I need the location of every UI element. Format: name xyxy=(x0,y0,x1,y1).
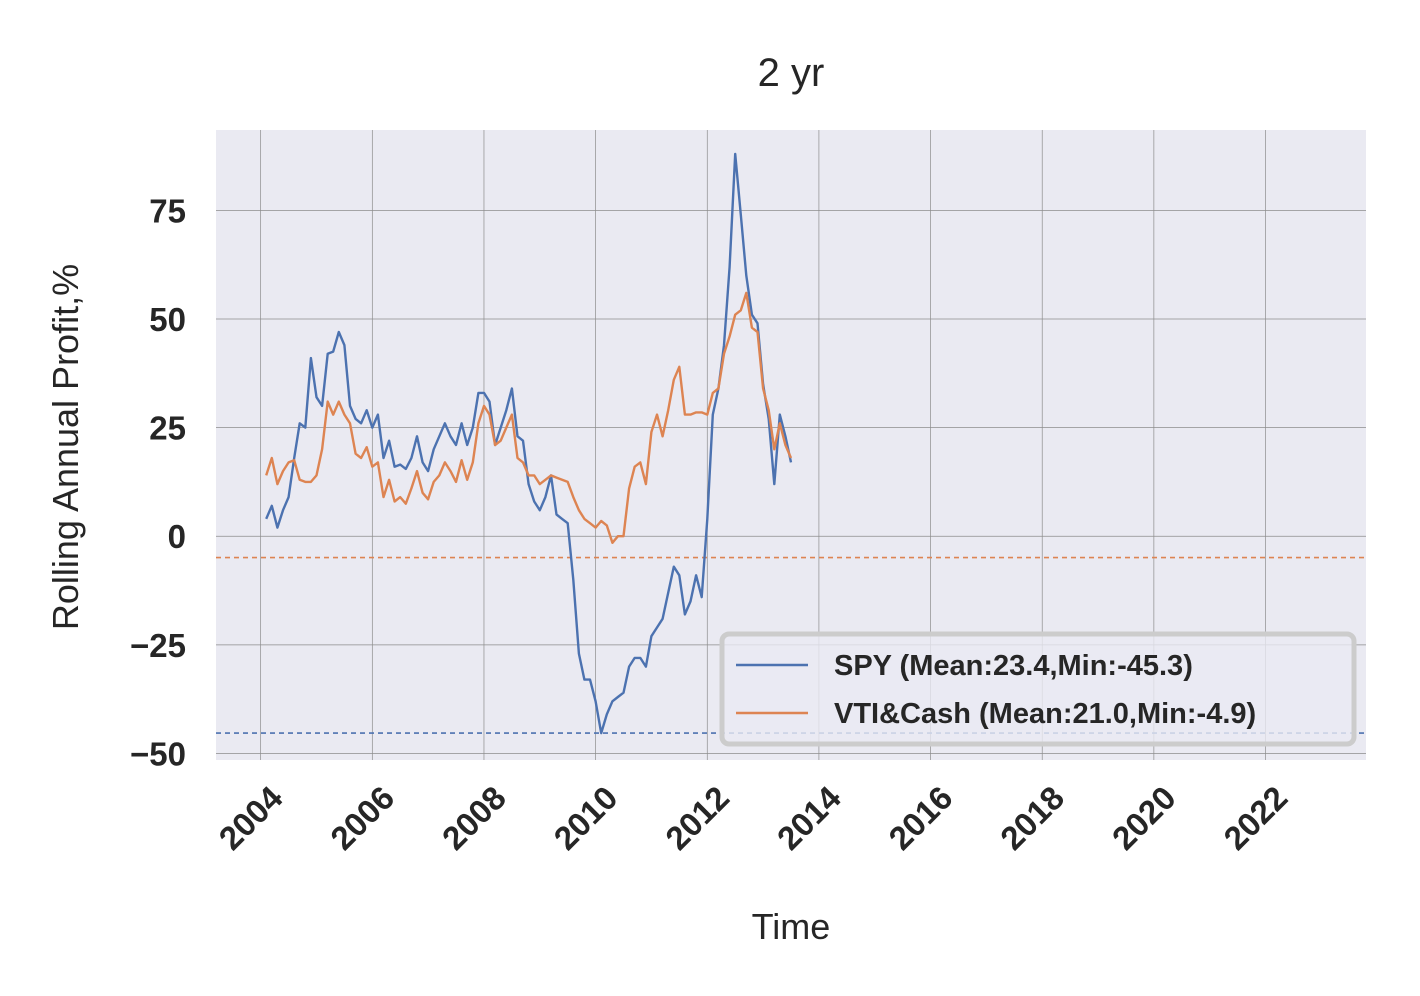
series-line-0 xyxy=(265,152,793,735)
legend: SPY (Mean:23.4,Min:-45.3) VTI&Cash (Mean… xyxy=(719,631,1357,747)
y-tick-label: 25 xyxy=(149,410,186,447)
x-tick-label: 2012 xyxy=(658,779,736,857)
x-tick-label: 2014 xyxy=(770,778,849,857)
legend-label-vti-cash: VTI&Cash (Mean:21.0,Min:-4.9) xyxy=(834,698,1256,730)
series-lines xyxy=(265,152,793,735)
y-tick-labels: −50 −25 0 25 50 75 xyxy=(130,192,186,772)
y-tick-label: 0 xyxy=(168,518,186,555)
chart-title: 2 yr xyxy=(758,51,825,95)
grid xyxy=(216,130,1366,760)
y-tick-label: −50 xyxy=(130,735,186,772)
x-tick-label: 2022 xyxy=(1216,779,1294,857)
x-tick-label: 2018 xyxy=(993,779,1071,857)
legend-box xyxy=(719,631,1357,747)
y-tick-label: 75 xyxy=(149,192,186,229)
x-tick-labels: 2004 2006 2008 2010 2012 2014 2016 2018 2020 2022 xyxy=(212,778,1295,857)
x-tick-label: 2010 xyxy=(546,779,624,857)
legend-label-spy: SPY (Mean:23.4,Min:-45.3) xyxy=(834,650,1193,682)
y-tick-label: −25 xyxy=(130,627,186,664)
series-line-1 xyxy=(265,291,793,544)
y-tick-label: 50 xyxy=(149,301,186,338)
y-axis-label: Rolling Annual Profit,% xyxy=(45,264,86,630)
x-axis-label: Time xyxy=(752,906,831,947)
x-tick-label: 2020 xyxy=(1105,779,1183,857)
x-tick-label: 2004 xyxy=(212,778,291,857)
x-tick-label: 2006 xyxy=(323,779,401,857)
x-tick-label: 2016 xyxy=(881,779,959,857)
x-tick-label: 2008 xyxy=(435,779,513,857)
